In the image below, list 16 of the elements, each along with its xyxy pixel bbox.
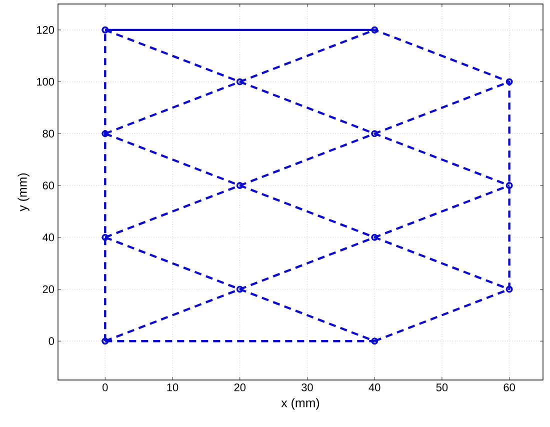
x-tick-label: 40 bbox=[368, 384, 380, 392]
x-axis-title: x (mm) bbox=[281, 398, 320, 410]
y-axis-title: y (mm) bbox=[18, 173, 30, 212]
y-tick-label: 60 bbox=[42, 182, 54, 190]
x-tick-label: 20 bbox=[234, 384, 246, 392]
y-tick-label: 20 bbox=[42, 285, 54, 294]
y-tick-label: 120 bbox=[37, 26, 54, 34]
x-tick-label: 10 bbox=[167, 384, 178, 392]
x-tick-label: 60 bbox=[504, 384, 515, 392]
y-tick-label: 40 bbox=[42, 234, 54, 242]
x-tick-label: 50 bbox=[436, 384, 448, 392]
y-tick-label: 0 bbox=[48, 337, 54, 345]
y-tick-label: 80 bbox=[42, 130, 54, 138]
y-tick-label: 100 bbox=[37, 78, 54, 86]
x-tick-label: 30 bbox=[302, 384, 313, 392]
x-tick-label: 0 bbox=[102, 384, 108, 392]
